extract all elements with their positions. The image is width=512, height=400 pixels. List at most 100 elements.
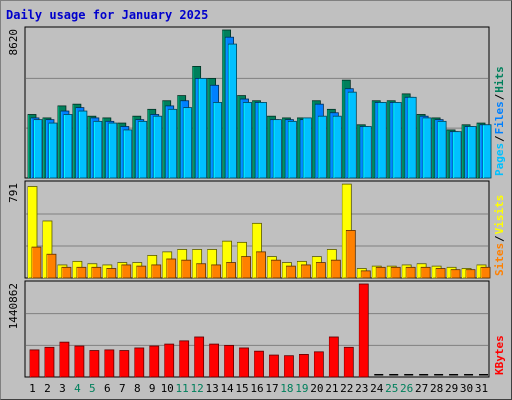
bar-kbytes-day-20 [313, 351, 324, 378]
bar-sites-day-13 [211, 264, 222, 279]
day-label: 14 [220, 382, 234, 395]
bar-sites-day-12 [196, 263, 207, 279]
day-label: 24 [370, 382, 384, 395]
day-label: 6 [104, 382, 111, 395]
bar-kbytes-day-31 [479, 374, 489, 376]
day-label: 19 [295, 382, 308, 395]
bar-pages-day-12 [198, 78, 208, 179]
bar-kbytes-day-16 [254, 350, 264, 378]
bar-sites-day-14 [226, 262, 236, 279]
chart-title: Daily usage for January 2025 [6, 8, 209, 22]
bar-kbytes-day-12 [194, 336, 205, 378]
bar-pages-day-1 [33, 119, 43, 179]
bar-sites-day-9 [151, 264, 162, 279]
y-max-label-visits-sites: 791 [7, 183, 20, 203]
day-label: 25 [385, 382, 398, 395]
bar-pages-day-21 [332, 115, 342, 179]
bar-pages-day-24 [377, 102, 387, 179]
bar-kbytes-day-25 [389, 374, 399, 376]
bar-sites-day-20 [315, 262, 326, 279]
bar-sites-day-28 [435, 268, 446, 279]
day-label: 7 [119, 382, 126, 395]
day-label: 21 [325, 382, 338, 395]
day-label: 23 [355, 382, 368, 395]
day-label: 15 [235, 382, 248, 395]
bar-kbytes-day-28 [434, 374, 444, 376]
bar-pages-day-16 [258, 102, 267, 179]
bar-pages-day-4 [78, 110, 88, 179]
bar-kbytes-day-26 [404, 374, 414, 376]
day-label: 26 [400, 382, 413, 395]
bar-pages-day-27 [422, 117, 432, 179]
bar-sites-day-7 [121, 264, 132, 279]
bar-pages-day-22 [347, 91, 357, 179]
bar-kbytes-day-30 [464, 374, 474, 376]
day-label: 4 [74, 382, 81, 395]
day-label: 10 [161, 382, 174, 395]
legend-pages: Pages [493, 143, 506, 176]
bar-kbytes-day-19 [299, 354, 309, 378]
bar-kbytes-day-27 [419, 374, 429, 376]
y-max-label-hits-files-pages: 8620 [7, 29, 20, 56]
bar-sites-day-2 [46, 253, 57, 279]
bar-sites-day-23 [360, 270, 371, 279]
bar-pages-day-30 [467, 126, 477, 179]
bar-kbytes-day-7 [119, 350, 130, 378]
bar-pages-day-9 [153, 115, 163, 179]
bar-kbytes-day-22 [343, 346, 354, 378]
bar-kbytes-day-15 [239, 347, 249, 378]
bar-pages-day-13 [213, 102, 223, 179]
bar-kbytes-day-4 [74, 345, 85, 378]
bar-pages-day-6 [108, 122, 118, 179]
day-label: 12 [191, 382, 204, 395]
bar-pages-day-11 [183, 107, 193, 179]
day-label: 2 [44, 382, 51, 395]
bar-sites-day-22 [345, 230, 356, 279]
bar-kbytes-day-5 [89, 350, 100, 378]
legend-kbytes: KBytes [493, 335, 506, 375]
bar-sites-day-21 [330, 259, 341, 279]
bar-sites-day-18 [286, 265, 296, 279]
legend-visits: Visits [493, 195, 506, 235]
bar-sites-day-1 [31, 246, 42, 279]
bar-pages-day-14 [228, 43, 237, 179]
bar-kbytes-day-29 [449, 374, 459, 376]
bar-pages-day-28 [437, 120, 447, 179]
bar-sites-day-3 [61, 266, 72, 279]
bar-pages-day-20 [317, 115, 327, 179]
bar-sites-day-26 [405, 266, 416, 279]
legend-sites: Sites [493, 243, 506, 276]
bar-sites-day-29 [450, 269, 461, 279]
day-label: 9 [149, 382, 156, 395]
day-label: 29 [445, 382, 458, 395]
bar-sites-day-31 [480, 266, 491, 279]
bar-sites-day-15 [241, 256, 251, 279]
bar-pages-day-5 [93, 120, 103, 179]
day-label: 30 [460, 382, 473, 395]
bar-pages-day-29 [452, 131, 462, 179]
legend-hits: Hits [493, 66, 506, 93]
bar-sites-day-11 [181, 259, 192, 279]
day-label: 28 [430, 382, 443, 395]
bar-pages-day-7 [123, 129, 133, 179]
day-label: 11 [176, 382, 189, 395]
bar-kbytes-day-10 [164, 343, 175, 378]
bar-sites-day-16 [256, 251, 266, 279]
y-max-label-kbytes: 1440862 [7, 283, 20, 329]
legend-separator: / [493, 135, 506, 142]
bar-pages-day-15 [243, 102, 252, 179]
bar-sites-day-19 [301, 264, 311, 279]
bar-pages-day-31 [482, 124, 492, 179]
bar-kbytes-day-3 [59, 341, 70, 378]
day-label: 5 [89, 382, 96, 395]
day-label: 20 [310, 382, 323, 395]
bar-kbytes-day-18 [284, 355, 294, 378]
day-label: 13 [205, 382, 218, 395]
bar-kbytes-day-14 [224, 344, 234, 378]
legend-files: Files [493, 101, 506, 134]
bar-pages-day-10 [168, 108, 178, 179]
bar-pages-day-25 [392, 102, 402, 179]
day-label: 1 [29, 382, 36, 395]
